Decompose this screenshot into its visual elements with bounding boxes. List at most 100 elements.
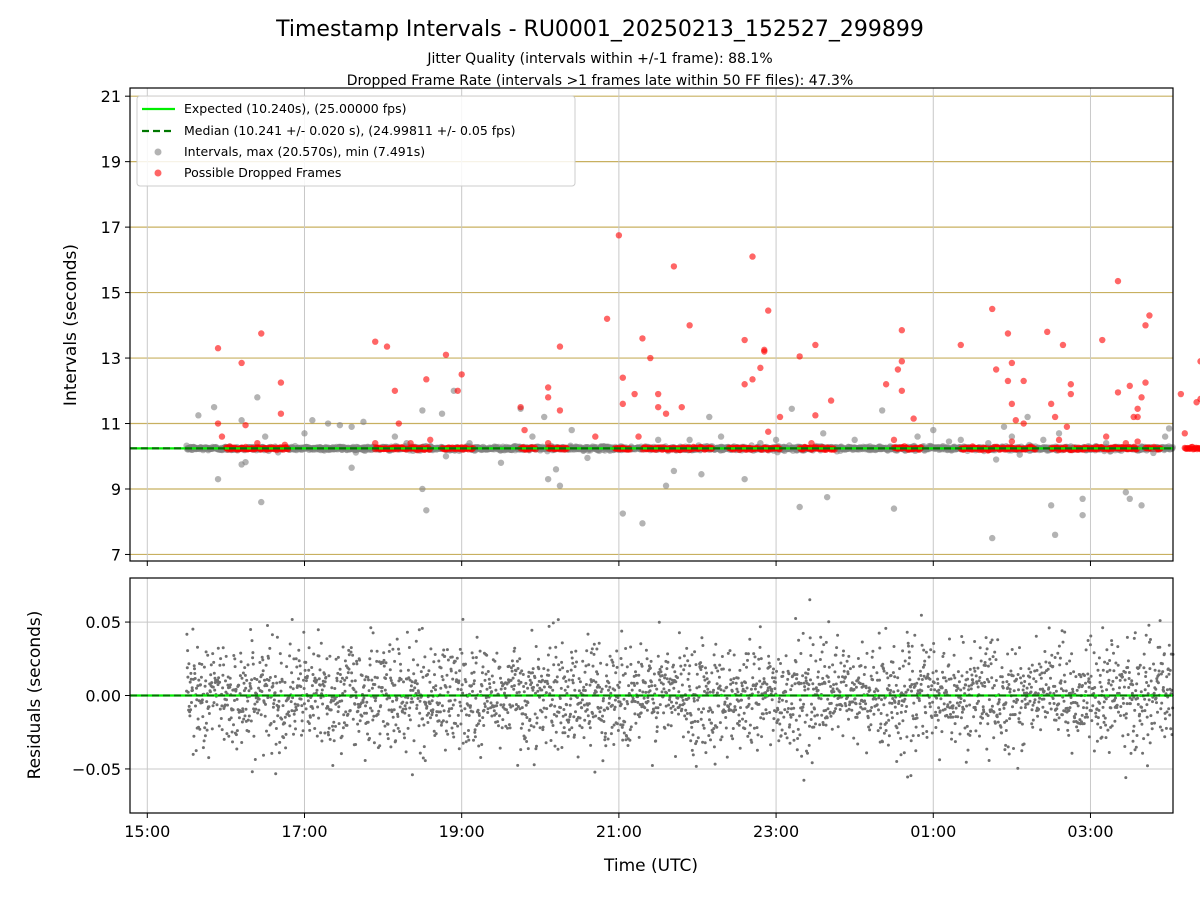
residual-point <box>344 659 347 662</box>
residual-point <box>724 716 727 719</box>
residual-point <box>218 681 221 684</box>
residual-point <box>213 672 216 675</box>
residual-point <box>578 689 581 692</box>
dropped-point <box>545 384 551 390</box>
residual-point <box>217 647 220 650</box>
residual-point <box>459 705 462 708</box>
residual-point <box>303 702 306 705</box>
residual-point <box>605 685 608 688</box>
interval-point <box>1166 425 1172 431</box>
residual-point <box>350 671 353 674</box>
residual-point <box>798 733 801 736</box>
residual-point <box>211 652 214 655</box>
top-ytick-label: 7 <box>111 545 121 564</box>
residual-point <box>199 683 202 686</box>
residual-point <box>397 727 400 730</box>
residual-point <box>280 718 283 721</box>
residual-point <box>271 685 274 688</box>
residual-point <box>723 689 726 692</box>
residual-point <box>778 723 781 726</box>
residual-point <box>252 735 255 738</box>
interval-point <box>914 433 920 439</box>
residual-point <box>545 707 548 710</box>
residual-point <box>554 646 557 649</box>
dropped-point <box>749 253 755 259</box>
residual-point <box>847 718 850 721</box>
residual-point <box>727 652 730 655</box>
residual-point <box>375 660 378 663</box>
residual-point <box>344 690 347 693</box>
legend-intervals-swatch <box>155 149 162 156</box>
residual-point <box>257 709 260 712</box>
residual-point <box>569 697 572 700</box>
residual-point <box>368 737 371 740</box>
interval-point <box>1138 502 1144 508</box>
residual-point <box>620 657 623 660</box>
residual-point <box>606 707 609 710</box>
residual-point <box>570 726 573 729</box>
residual-point <box>628 739 631 742</box>
residual-point <box>614 706 617 709</box>
residual-point <box>205 722 208 725</box>
residual-point <box>430 713 433 716</box>
residual-point <box>689 689 692 692</box>
residual-point <box>343 721 346 724</box>
residual-point <box>549 686 552 689</box>
residual-point <box>533 763 536 766</box>
residual-point <box>189 708 192 711</box>
residual-point <box>201 715 204 718</box>
residual-point <box>377 710 380 713</box>
residual-point <box>540 675 543 678</box>
residual-point <box>212 686 215 689</box>
interval-point <box>946 438 952 444</box>
residual-point <box>401 701 404 704</box>
residual-point <box>300 704 303 707</box>
residual-point <box>520 669 523 672</box>
bottom-panel-residual-points <box>185 598 1174 782</box>
residual-point <box>295 708 298 711</box>
residual-point <box>598 642 601 645</box>
residual-point <box>589 684 592 687</box>
residual-point <box>407 727 410 730</box>
residual-point <box>501 718 504 721</box>
residual-point <box>456 725 459 728</box>
residual-point <box>663 727 666 730</box>
residual-point <box>822 723 825 726</box>
residual-point <box>634 700 637 703</box>
residual-point <box>345 676 348 679</box>
residual-point <box>750 688 753 691</box>
residual-point <box>721 655 724 658</box>
legend-expected-label: Expected (10.240s), (25.00000 fps) <box>184 101 406 116</box>
residual-point <box>308 646 311 649</box>
residual-point <box>454 699 457 702</box>
residual-point <box>705 685 708 688</box>
residual-point <box>312 653 315 656</box>
residual-point <box>514 673 517 676</box>
residual-point <box>416 704 419 707</box>
residual-point <box>512 677 515 680</box>
residual-point <box>402 680 405 683</box>
residual-point <box>234 665 237 668</box>
residual-point <box>801 674 804 677</box>
residual-point <box>575 661 578 664</box>
residual-point <box>689 739 692 742</box>
residual-point <box>311 684 314 687</box>
residual-point <box>770 690 773 693</box>
dropped-point <box>1178 391 1184 397</box>
residual-point <box>217 676 220 679</box>
residual-point <box>316 735 319 738</box>
residual-point <box>587 663 590 666</box>
top-ytick-label: 15 <box>101 284 121 303</box>
interval-point <box>439 410 445 416</box>
residual-point <box>254 758 257 761</box>
residual-point <box>383 659 386 662</box>
residual-point <box>272 702 275 705</box>
residual-point <box>341 735 344 738</box>
residual-point <box>303 687 306 690</box>
residual-point <box>485 673 488 676</box>
residual-point <box>242 672 245 675</box>
dropped-point <box>1020 378 1026 384</box>
dropped-point <box>891 437 897 443</box>
residual-point <box>823 665 826 668</box>
residual-point <box>762 717 765 720</box>
